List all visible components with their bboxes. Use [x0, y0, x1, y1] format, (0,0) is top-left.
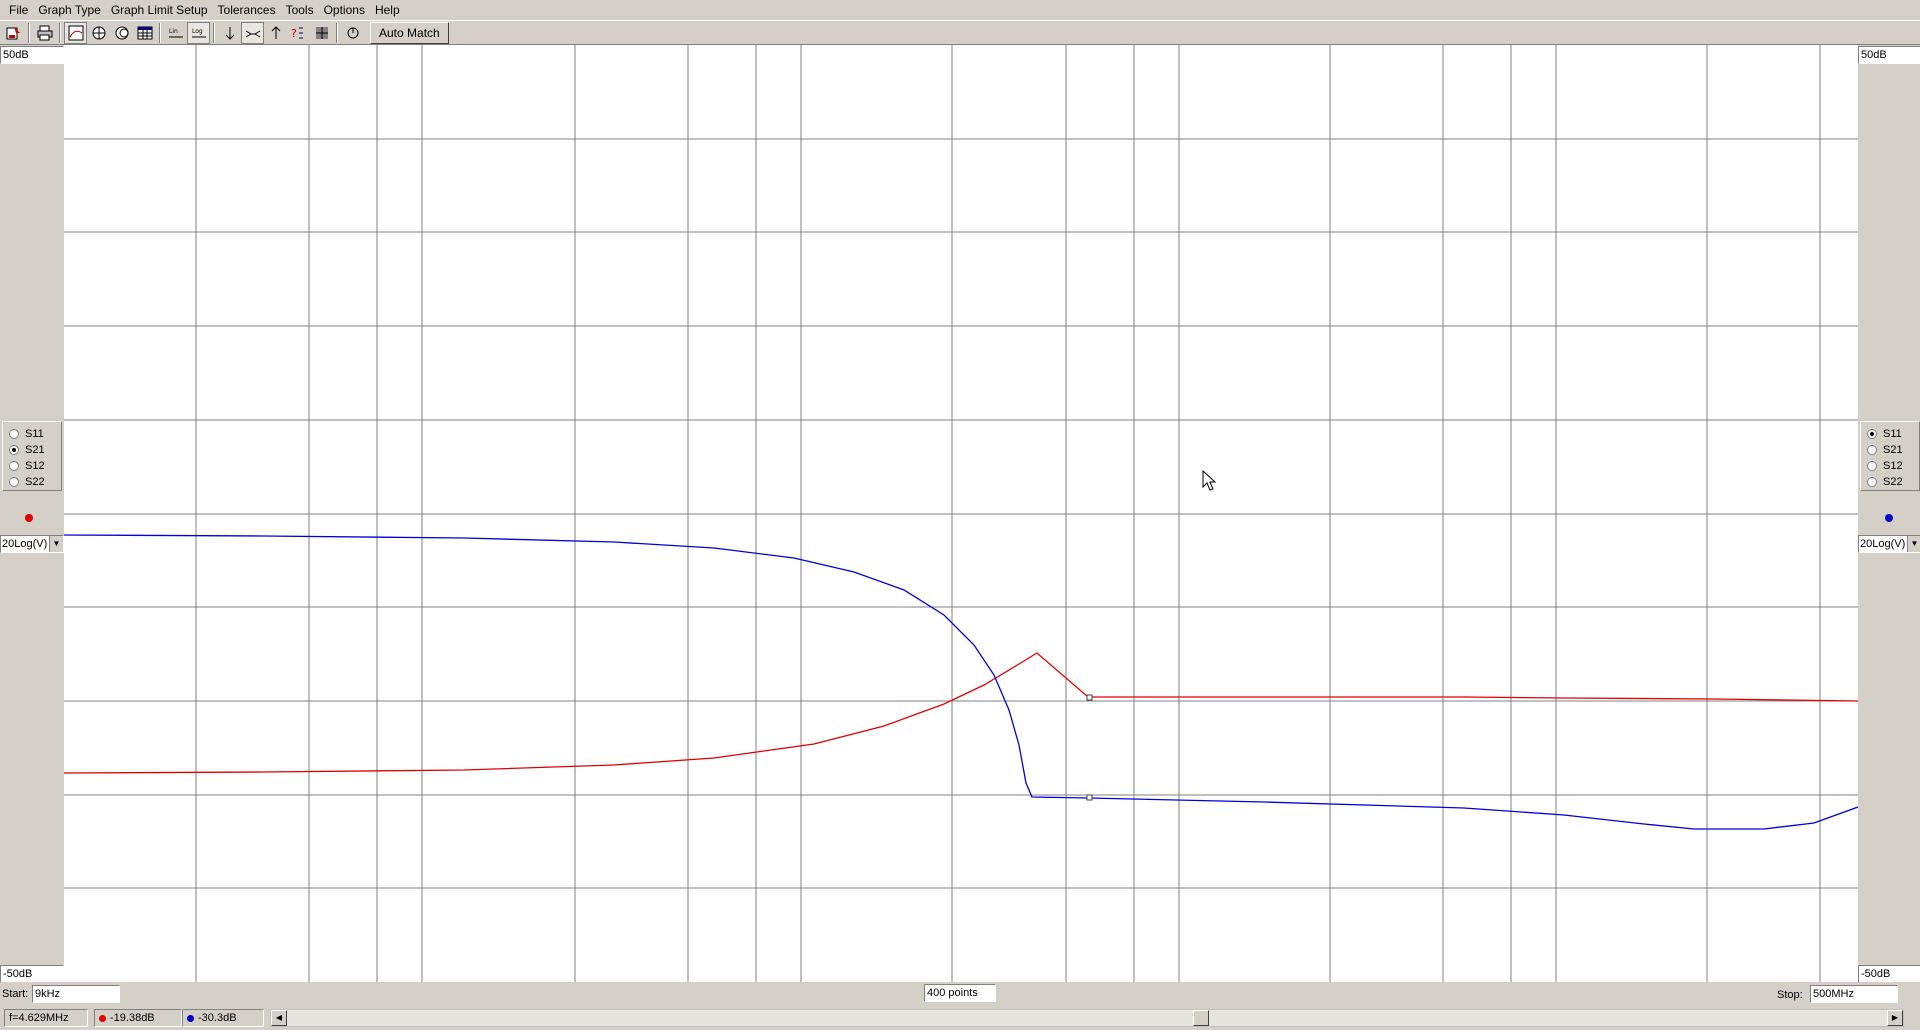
- log-scale-glyph: Log: [192, 28, 203, 35]
- status-frequency: f=4.629MHz: [4, 1009, 88, 1027]
- left-axis-min-field[interactable]: -50dB: [0, 965, 64, 983]
- red-trace-marker[interactable]: [1086, 694, 1093, 701]
- blue-dot-icon: [187, 1014, 194, 1022]
- stop-label: Stop:: [1777, 989, 1803, 1001]
- toolbar-separator: [336, 22, 338, 43]
- frequency-scrollbar[interactable]: ◀ ▶: [270, 1009, 1904, 1027]
- radio-button[interactable]: [1867, 429, 1877, 439]
- menu-graph-limit-setup[interactable]: Graph Limit Setup: [110, 3, 208, 17]
- left-param-s21[interactable]: S21: [9, 442, 61, 458]
- right-param-s22[interactable]: S22: [1867, 474, 1919, 490]
- help-marker-icon[interactable]: ?: [287, 22, 310, 44]
- linear-scale-glyph: Lin: [169, 28, 178, 35]
- stop-frequency-input[interactable]: 500MHz: [1810, 985, 1898, 1003]
- scroll-left-icon[interactable]: ◀: [271, 1010, 287, 1026]
- blue-trace-marker[interactable]: [1086, 794, 1093, 801]
- right-scale-select[interactable]: 20Log(V) ▼: [1858, 535, 1920, 553]
- chevron-down-icon[interactable]: ▼: [1907, 536, 1920, 552]
- mouse-pointer-icon: [1202, 470, 1216, 491]
- menu-help[interactable]: Help: [374, 3, 400, 17]
- print-icon[interactable]: [33, 22, 56, 44]
- right-param-s11[interactable]: S11: [1867, 426, 1919, 442]
- polar-graph-icon[interactable]: [87, 22, 110, 44]
- red-dot-icon: [99, 1014, 106, 1022]
- auto-match-button[interactable]: Auto Match: [370, 21, 449, 44]
- left-param-s22[interactable]: S22: [9, 474, 61, 490]
- menu-options[interactable]: Options: [323, 3, 365, 17]
- right-param-s21[interactable]: S21: [1867, 442, 1919, 458]
- right-axis-panel: 50dB S11 S21 S12 S22 20Log(V) ▼ -50dB: [1858, 45, 1920, 983]
- status-red-value: -19.38dB: [94, 1009, 182, 1027]
- radio-button[interactable]: [1867, 445, 1877, 455]
- right-axis-min-field[interactable]: -50dB: [1858, 965, 1920, 983]
- crosshair-icon[interactable]: [310, 22, 333, 44]
- linear-scale-icon[interactable]: Lin: [164, 22, 187, 44]
- right-param-radio-group: S11 S21 S12 S22: [1860, 421, 1920, 491]
- plot-svg[interactable]: [64, 45, 1858, 982]
- start-label: Start:: [2, 988, 29, 1000]
- log-scale-icon[interactable]: Log: [187, 21, 210, 44]
- points-input[interactable]: 400 points: [924, 984, 996, 1002]
- grid: [64, 45, 1858, 982]
- right-trace-color-dot: [1885, 514, 1893, 522]
- menu-tools[interactable]: Tools: [285, 3, 314, 17]
- left-axis-panel: 50dB S11 S21 S12 S22 20Log(V) ▼ -50dB: [0, 45, 64, 983]
- marker-up-icon[interactable]: [264, 22, 287, 44]
- toolbar-separator: [28, 22, 30, 43]
- left-param-s12[interactable]: S12: [9, 458, 61, 474]
- menu-file[interactable]: File: [9, 3, 29, 17]
- left-trace-color-dot: [25, 514, 33, 522]
- menu-tolerances[interactable]: Tolerances: [217, 3, 276, 17]
- status-blue-value: -30.3dB: [182, 1009, 264, 1027]
- left-param-radio-group: S11 S21 S12 S22: [2, 421, 62, 491]
- open-file-icon[interactable]: [2, 22, 25, 44]
- rectangular-graph-icon[interactable]: [64, 21, 87, 44]
- toolbar: Lin Log ? Auto Match: [0, 20, 1920, 45]
- radio-button[interactable]: [1867, 461, 1877, 471]
- toolbar-separator: [159, 22, 161, 43]
- status-bar: f=4.629MHz -19.38dB -30.3dB ◀ ▶: [0, 1006, 1920, 1030]
- marker-between-icon[interactable]: [241, 21, 264, 44]
- left-param-s11[interactable]: S11: [9, 426, 61, 442]
- toolbar-separator: [213, 22, 215, 43]
- left-scale-select[interactable]: 20Log(V) ▼: [0, 535, 64, 553]
- rotate-icon[interactable]: [341, 22, 364, 44]
- blue-trace-line: [64, 534, 1858, 830]
- smith-chart-icon[interactable]: [110, 22, 133, 44]
- menu-graph-type[interactable]: Graph Type: [38, 3, 101, 17]
- radio-button[interactable]: [9, 429, 19, 439]
- start-frequency-input[interactable]: 9kHz: [32, 985, 120, 1003]
- scrollbar-thumb[interactable]: [1193, 1010, 1209, 1026]
- chevron-down-icon[interactable]: ▼: [49, 536, 63, 552]
- radio-button[interactable]: [1867, 477, 1877, 487]
- right-axis-max-field[interactable]: 50dB: [1858, 46, 1920, 64]
- table-icon[interactable]: [133, 22, 156, 44]
- left-axis-max-field[interactable]: 50dB: [0, 46, 64, 64]
- sweep-bar: Start: 9kHz 400 points Stop: 500MHz: [0, 982, 1920, 1006]
- svg-text:?: ?: [291, 27, 297, 40]
- scroll-right-icon[interactable]: ▶: [1887, 1010, 1903, 1026]
- plot-area[interactable]: [64, 45, 1858, 982]
- radio-button[interactable]: [9, 445, 19, 455]
- right-param-s12[interactable]: S12: [1867, 458, 1919, 474]
- radio-button[interactable]: [9, 461, 19, 471]
- radio-button[interactable]: [9, 477, 19, 487]
- red-trace-line: [64, 652, 1858, 774]
- toolbar-separator: [59, 22, 61, 43]
- marker-down-icon[interactable]: [218, 22, 241, 44]
- menu-bar: File Graph Type Graph Limit Setup Tolera…: [0, 0, 1920, 20]
